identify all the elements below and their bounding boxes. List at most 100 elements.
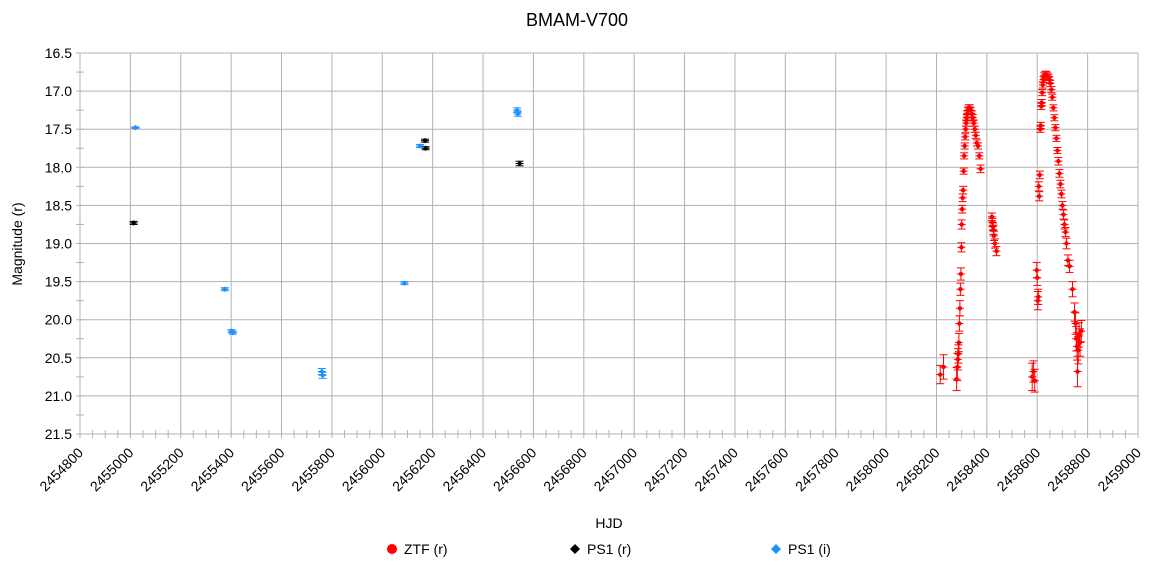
data-point [1051,124,1060,132]
x-tick-label: 2457000 [590,444,640,494]
x-tick-label: 2457400 [691,444,741,494]
data-point [960,152,969,160]
data-point [1077,319,1086,343]
plot-frame [79,52,1139,435]
data-point [958,204,967,214]
data-point [989,230,998,241]
data-point [1056,179,1065,189]
data-point [1047,86,1056,94]
legend-label: PS1 (i) [788,541,831,557]
data-point [970,125,979,133]
x-tick-label: 2455000 [87,444,137,494]
data-point [987,212,996,222]
data-point [1033,291,1042,311]
grid [79,52,1139,435]
data-point [1049,104,1058,112]
data-point [956,282,965,296]
series-2 [131,107,522,379]
data-point [421,145,430,152]
data-point [959,185,968,195]
data-point [992,246,1001,257]
data-point [1030,368,1039,393]
chart-title: BMAM-V700 [526,10,628,30]
y-tick-label: 16.5 [45,45,72,61]
y-tick-label: 18.5 [45,197,72,213]
x-tick-label: 2455800 [288,444,338,494]
x-tick-label: 2457200 [641,444,691,494]
data-point [513,111,522,117]
data-point [1070,302,1079,322]
data-point [1046,79,1055,88]
data-point [989,224,998,235]
data-point [1053,146,1062,155]
data-point [959,167,968,175]
data-point [961,133,970,141]
x-tick-label: 2456800 [540,444,590,494]
data-point [954,344,963,364]
data-point [1057,189,1066,199]
data-point [1050,114,1059,122]
series-1 [129,137,524,226]
data-point [1062,237,1071,250]
legend-marker [570,544,580,554]
x-tick-label: 2456000 [339,444,389,494]
data-point [1035,170,1044,180]
data-point [1036,121,1045,129]
legend: ZTF (r) PS1 (r) PS1 (i) [387,541,831,557]
data-point [1035,191,1044,202]
data-point [416,143,425,149]
y-tick-label: 17.0 [45,83,72,99]
data-point [318,371,327,379]
y-tick-label: 20.0 [45,312,72,328]
data-point [1034,181,1043,192]
x-tick-label: 2458200 [893,444,943,494]
legend-label: PS1 (r) [587,541,631,557]
data-point [961,125,970,133]
data-point [515,160,524,167]
legend-marker [771,544,781,554]
data-point [129,220,138,226]
data-point [954,332,963,353]
data-point [220,286,229,293]
data-point [1034,288,1043,305]
legend-item: ZTF (r) [387,541,448,557]
data-point [1054,156,1063,166]
y-tick-label: 21.0 [45,388,72,404]
x-tick-label: 2456600 [490,444,540,494]
data-point [974,142,983,150]
data-point [1055,169,1064,178]
y-tick-label: 19.5 [45,274,72,290]
data-point [1059,209,1068,220]
x-tick-label: 2456400 [439,444,489,494]
y-axis-label: Magnitude (r) [9,202,25,285]
axes: 16.5 17.0 17.5 18.0 18.5 19.0 19.5 20.0 20.5 21.0… [36,45,1144,494]
legend-marker [387,544,397,554]
x-tick-label: 2455200 [137,444,187,494]
x-tick-label: 2454800 [36,444,86,494]
data-point [975,152,984,160]
data-point [1061,226,1070,238]
x-tick-label: 2456200 [389,444,439,494]
legend-label: ZTF (r) [404,541,448,557]
x-tick-label: 2459000 [1094,444,1144,494]
data-point [971,131,980,139]
x-tick-label: 2455400 [187,444,237,494]
y-tick-label: 17.5 [45,121,72,137]
data-point [955,315,964,332]
data-point [960,142,969,150]
data-point [939,354,948,380]
data-point [958,193,967,203]
x-tick-label: 2458600 [993,444,1043,494]
x-tick-label: 2457600 [742,444,792,494]
data-point [1037,98,1046,107]
data-point [1038,89,1047,97]
y-tick-label: 18.0 [45,159,72,175]
x-tick-label: 2458400 [943,444,993,494]
data-point [228,329,237,336]
legend-item: PS1 (i) [771,541,831,557]
legend-item: PS1 (r) [570,541,631,557]
data-point [1065,259,1074,273]
data-point [1033,269,1042,286]
x-tick-label: 2458800 [1044,444,1094,494]
